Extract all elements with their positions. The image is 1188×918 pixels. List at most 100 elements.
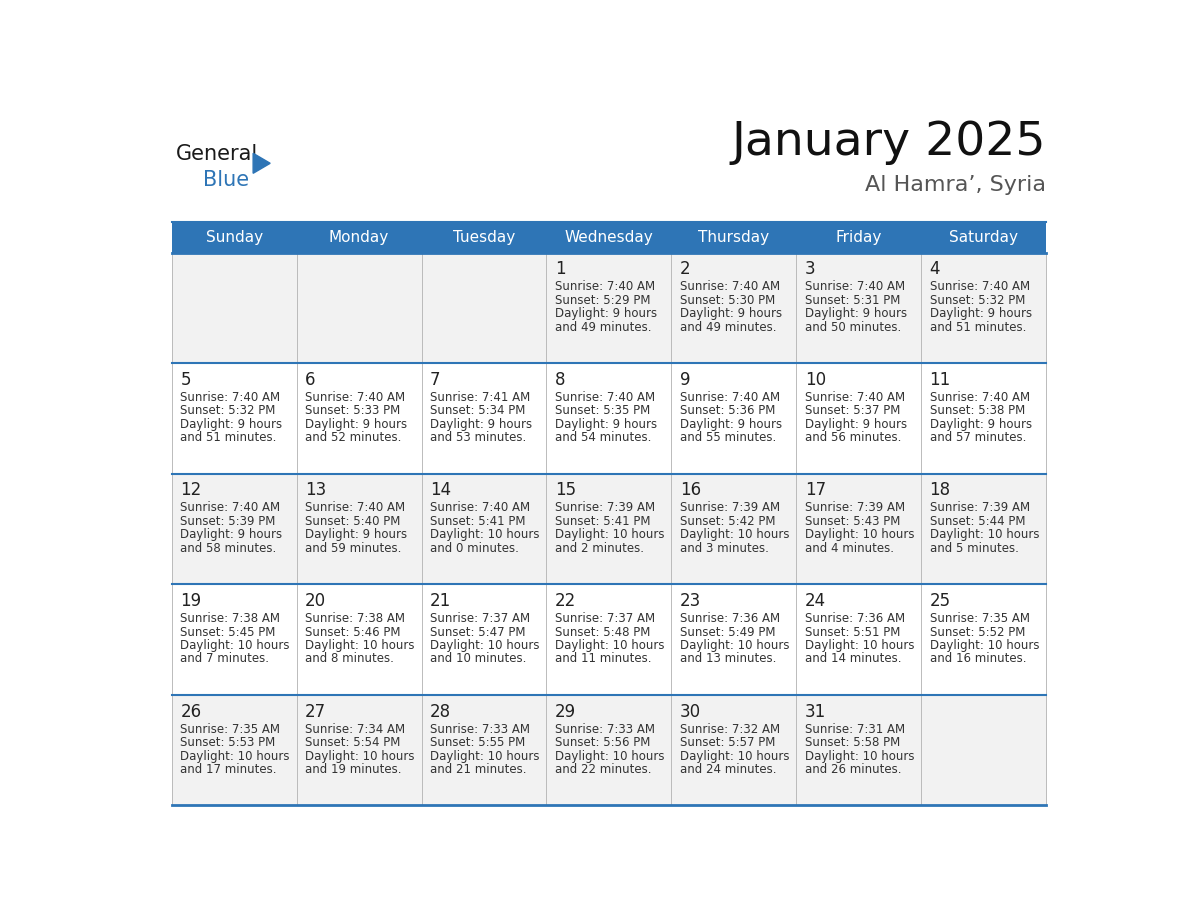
Bar bbox=[172, 474, 1045, 585]
Bar bbox=[172, 364, 1045, 474]
Text: Blue: Blue bbox=[203, 170, 248, 190]
Text: and 51 minutes.: and 51 minutes. bbox=[929, 320, 1026, 334]
Text: Saturday: Saturday bbox=[949, 230, 1018, 245]
Text: and 26 minutes.: and 26 minutes. bbox=[804, 763, 902, 776]
Polygon shape bbox=[253, 153, 270, 174]
Text: Sunrise: 7:39 AM: Sunrise: 7:39 AM bbox=[804, 501, 905, 514]
Text: and 3 minutes.: and 3 minutes. bbox=[680, 542, 769, 554]
Text: Sunrise: 7:40 AM: Sunrise: 7:40 AM bbox=[929, 280, 1030, 294]
Text: and 16 minutes.: and 16 minutes. bbox=[929, 653, 1026, 666]
Text: Sunset: 5:37 PM: Sunset: 5:37 PM bbox=[804, 404, 901, 418]
Text: Sunrise: 7:41 AM: Sunrise: 7:41 AM bbox=[430, 391, 530, 404]
Text: Sunrise: 7:40 AM: Sunrise: 7:40 AM bbox=[929, 391, 1030, 404]
Text: Sunrise: 7:36 AM: Sunrise: 7:36 AM bbox=[680, 612, 781, 625]
Text: and 14 minutes.: and 14 minutes. bbox=[804, 653, 902, 666]
Bar bbox=[172, 585, 1045, 695]
Text: Daylight: 10 hours: Daylight: 10 hours bbox=[430, 750, 539, 763]
Text: Sunset: 5:38 PM: Sunset: 5:38 PM bbox=[929, 404, 1025, 418]
Text: and 22 minutes.: and 22 minutes. bbox=[555, 763, 651, 776]
Text: Sunset: 5:47 PM: Sunset: 5:47 PM bbox=[430, 625, 525, 639]
Text: and 53 minutes.: and 53 minutes. bbox=[430, 431, 526, 444]
Text: and 52 minutes.: and 52 minutes. bbox=[305, 431, 402, 444]
Text: Sunrise: 7:40 AM: Sunrise: 7:40 AM bbox=[804, 280, 905, 294]
Text: and 19 minutes.: and 19 minutes. bbox=[305, 763, 402, 776]
Text: Daylight: 10 hours: Daylight: 10 hours bbox=[804, 750, 915, 763]
Text: Daylight: 10 hours: Daylight: 10 hours bbox=[430, 529, 539, 542]
Text: Sunset: 5:45 PM: Sunset: 5:45 PM bbox=[181, 625, 276, 639]
Text: Daylight: 9 hours: Daylight: 9 hours bbox=[555, 308, 657, 320]
Text: Daylight: 9 hours: Daylight: 9 hours bbox=[305, 418, 407, 431]
Text: 28: 28 bbox=[430, 702, 451, 721]
Text: January 2025: January 2025 bbox=[732, 120, 1045, 165]
Text: and 21 minutes.: and 21 minutes. bbox=[430, 763, 526, 776]
Text: Friday: Friday bbox=[835, 230, 881, 245]
Bar bbox=[172, 695, 1045, 805]
Text: 10: 10 bbox=[804, 371, 826, 389]
Text: Daylight: 10 hours: Daylight: 10 hours bbox=[555, 529, 664, 542]
Text: Daylight: 9 hours: Daylight: 9 hours bbox=[181, 529, 283, 542]
Bar bbox=[172, 222, 1045, 252]
Text: and 24 minutes.: and 24 minutes. bbox=[680, 763, 776, 776]
Text: and 51 minutes.: and 51 minutes. bbox=[181, 431, 277, 444]
Text: Al Hamra’, Syria: Al Hamra’, Syria bbox=[865, 175, 1045, 195]
Text: Daylight: 10 hours: Daylight: 10 hours bbox=[804, 639, 915, 652]
Text: and 59 minutes.: and 59 minutes. bbox=[305, 542, 402, 554]
Text: Sunset: 5:49 PM: Sunset: 5:49 PM bbox=[680, 625, 776, 639]
Text: 18: 18 bbox=[929, 481, 950, 499]
Text: Daylight: 10 hours: Daylight: 10 hours bbox=[804, 529, 915, 542]
Text: Sunrise: 7:35 AM: Sunrise: 7:35 AM bbox=[929, 612, 1030, 625]
Text: Daylight: 10 hours: Daylight: 10 hours bbox=[305, 639, 415, 652]
Text: and 7 minutes.: and 7 minutes. bbox=[181, 653, 270, 666]
Text: Sunset: 5:39 PM: Sunset: 5:39 PM bbox=[181, 515, 276, 528]
Text: Sunset: 5:32 PM: Sunset: 5:32 PM bbox=[181, 404, 276, 418]
Text: and 8 minutes.: and 8 minutes. bbox=[305, 653, 394, 666]
Text: Daylight: 10 hours: Daylight: 10 hours bbox=[680, 529, 789, 542]
Text: Sunset: 5:33 PM: Sunset: 5:33 PM bbox=[305, 404, 400, 418]
Text: Daylight: 9 hours: Daylight: 9 hours bbox=[305, 529, 407, 542]
Text: Tuesday: Tuesday bbox=[453, 230, 516, 245]
Text: Sunrise: 7:40 AM: Sunrise: 7:40 AM bbox=[430, 501, 530, 514]
Text: and 55 minutes.: and 55 minutes. bbox=[680, 431, 776, 444]
Bar bbox=[172, 252, 1045, 364]
Text: Sunset: 5:29 PM: Sunset: 5:29 PM bbox=[555, 294, 651, 307]
Text: Thursday: Thursday bbox=[699, 230, 770, 245]
Text: Sunrise: 7:40 AM: Sunrise: 7:40 AM bbox=[181, 391, 280, 404]
Text: Sunrise: 7:33 AM: Sunrise: 7:33 AM bbox=[430, 722, 530, 735]
Text: Sunrise: 7:38 AM: Sunrise: 7:38 AM bbox=[181, 612, 280, 625]
Text: Sunrise: 7:38 AM: Sunrise: 7:38 AM bbox=[305, 612, 405, 625]
Text: 12: 12 bbox=[181, 481, 202, 499]
Text: 9: 9 bbox=[680, 371, 690, 389]
Text: Daylight: 10 hours: Daylight: 10 hours bbox=[430, 639, 539, 652]
Text: Sunset: 5:41 PM: Sunset: 5:41 PM bbox=[430, 515, 525, 528]
Text: 24: 24 bbox=[804, 592, 826, 610]
Text: Sunrise: 7:40 AM: Sunrise: 7:40 AM bbox=[680, 280, 781, 294]
Text: Sunset: 5:35 PM: Sunset: 5:35 PM bbox=[555, 404, 650, 418]
Text: and 49 minutes.: and 49 minutes. bbox=[680, 320, 776, 334]
Text: Sunday: Sunday bbox=[206, 230, 263, 245]
Text: Sunset: 5:40 PM: Sunset: 5:40 PM bbox=[305, 515, 400, 528]
Text: 3: 3 bbox=[804, 261, 815, 278]
Text: Sunrise: 7:39 AM: Sunrise: 7:39 AM bbox=[555, 501, 655, 514]
Text: Sunrise: 7:33 AM: Sunrise: 7:33 AM bbox=[555, 722, 655, 735]
Text: 7: 7 bbox=[430, 371, 441, 389]
Text: and 50 minutes.: and 50 minutes. bbox=[804, 320, 901, 334]
Text: and 5 minutes.: and 5 minutes. bbox=[929, 542, 1018, 554]
Text: 20: 20 bbox=[305, 592, 327, 610]
Text: Sunrise: 7:36 AM: Sunrise: 7:36 AM bbox=[804, 612, 905, 625]
Text: and 54 minutes.: and 54 minutes. bbox=[555, 431, 651, 444]
Text: Daylight: 10 hours: Daylight: 10 hours bbox=[555, 750, 664, 763]
Text: 15: 15 bbox=[555, 481, 576, 499]
Text: Daylight: 10 hours: Daylight: 10 hours bbox=[929, 529, 1040, 542]
Text: Sunset: 5:51 PM: Sunset: 5:51 PM bbox=[804, 625, 901, 639]
Text: 16: 16 bbox=[680, 481, 701, 499]
Text: and 58 minutes.: and 58 minutes. bbox=[181, 542, 277, 554]
Text: and 0 minutes.: and 0 minutes. bbox=[430, 542, 519, 554]
Text: Daylight: 9 hours: Daylight: 9 hours bbox=[680, 308, 782, 320]
Text: and 56 minutes.: and 56 minutes. bbox=[804, 431, 901, 444]
Text: 11: 11 bbox=[929, 371, 950, 389]
Text: and 17 minutes.: and 17 minutes. bbox=[181, 763, 277, 776]
Text: Sunrise: 7:34 AM: Sunrise: 7:34 AM bbox=[305, 722, 405, 735]
Text: 22: 22 bbox=[555, 592, 576, 610]
Text: Sunrise: 7:40 AM: Sunrise: 7:40 AM bbox=[181, 501, 280, 514]
Text: Daylight: 10 hours: Daylight: 10 hours bbox=[680, 639, 789, 652]
